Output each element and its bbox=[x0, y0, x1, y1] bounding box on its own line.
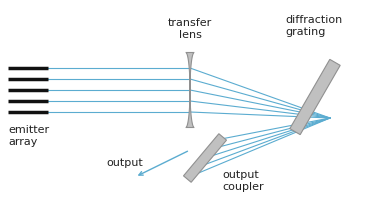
Text: transfer
lens: transfer lens bbox=[168, 18, 212, 40]
Text: output: output bbox=[107, 158, 143, 168]
Text: output
coupler: output coupler bbox=[222, 170, 264, 192]
Text: diffraction
grating: diffraction grating bbox=[285, 15, 342, 37]
Polygon shape bbox=[290, 59, 340, 135]
Polygon shape bbox=[186, 53, 194, 127]
Text: emitter
array: emitter array bbox=[8, 125, 49, 147]
Polygon shape bbox=[183, 134, 227, 182]
